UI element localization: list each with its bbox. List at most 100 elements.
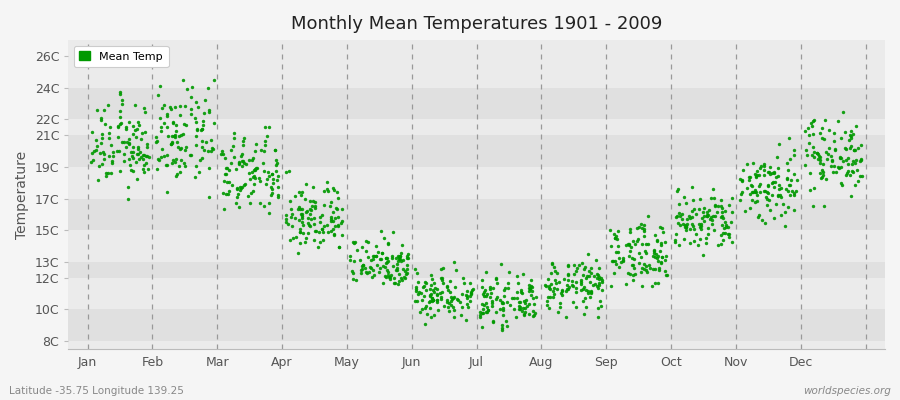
Point bbox=[201, 148, 215, 154]
Point bbox=[374, 256, 388, 262]
Point bbox=[716, 224, 731, 231]
Point bbox=[752, 189, 767, 195]
Point bbox=[685, 208, 699, 214]
Point bbox=[93, 150, 107, 156]
Point bbox=[848, 159, 862, 166]
Point bbox=[746, 189, 760, 196]
Point bbox=[698, 213, 712, 220]
Point bbox=[475, 324, 490, 330]
Point bbox=[578, 263, 592, 270]
Point bbox=[112, 148, 127, 155]
Point bbox=[590, 256, 604, 263]
Point bbox=[188, 174, 202, 180]
Point bbox=[312, 219, 327, 225]
Point bbox=[172, 133, 186, 139]
Point bbox=[632, 250, 646, 257]
Point bbox=[691, 242, 706, 248]
Point bbox=[413, 309, 428, 316]
Point bbox=[579, 304, 593, 310]
Point bbox=[247, 188, 261, 194]
Point bbox=[475, 300, 490, 307]
Point bbox=[89, 137, 104, 143]
Point bbox=[608, 270, 622, 276]
Point bbox=[86, 148, 101, 154]
Point bbox=[130, 176, 144, 182]
Point bbox=[495, 326, 509, 333]
Point bbox=[127, 127, 141, 133]
Point bbox=[742, 174, 757, 180]
Point bbox=[578, 295, 592, 301]
Point bbox=[429, 290, 444, 297]
Point bbox=[562, 284, 577, 290]
Point bbox=[789, 176, 804, 183]
Point bbox=[126, 168, 140, 174]
Point bbox=[658, 257, 672, 263]
Point bbox=[193, 157, 207, 164]
Point bbox=[450, 296, 464, 302]
Point bbox=[714, 203, 728, 210]
Point bbox=[435, 277, 449, 284]
Point bbox=[573, 279, 588, 286]
Point bbox=[247, 173, 261, 180]
Point bbox=[123, 162, 138, 168]
Point bbox=[653, 260, 668, 266]
Point bbox=[245, 157, 259, 163]
Point bbox=[543, 294, 557, 300]
Point bbox=[394, 274, 409, 281]
Point bbox=[425, 298, 439, 304]
Point bbox=[636, 233, 651, 240]
Point bbox=[464, 291, 478, 297]
Point bbox=[508, 295, 522, 301]
Point bbox=[485, 300, 500, 307]
Point bbox=[234, 153, 248, 159]
Point bbox=[700, 212, 715, 219]
Point bbox=[494, 325, 508, 332]
Point bbox=[489, 276, 503, 282]
Point bbox=[388, 280, 402, 287]
Point bbox=[680, 216, 695, 222]
Point bbox=[761, 196, 776, 203]
Point bbox=[454, 312, 468, 318]
Point bbox=[198, 97, 212, 104]
Point bbox=[540, 302, 554, 308]
Point bbox=[672, 201, 687, 207]
Point bbox=[410, 269, 424, 276]
Point bbox=[299, 181, 313, 187]
Point bbox=[399, 271, 413, 277]
Point bbox=[266, 186, 280, 192]
Point bbox=[262, 210, 276, 216]
Point bbox=[190, 126, 204, 132]
Point bbox=[159, 113, 174, 120]
Point bbox=[320, 188, 335, 195]
Point bbox=[436, 265, 451, 271]
Point bbox=[843, 135, 858, 141]
Point bbox=[845, 161, 859, 168]
Point bbox=[442, 308, 456, 314]
Point bbox=[167, 104, 182, 110]
Point bbox=[446, 306, 461, 313]
Point bbox=[113, 108, 128, 114]
Point bbox=[97, 151, 112, 157]
Point bbox=[637, 226, 652, 232]
Point bbox=[502, 269, 517, 275]
Point bbox=[188, 163, 202, 169]
Point bbox=[741, 161, 755, 168]
Point bbox=[347, 239, 362, 245]
Point bbox=[227, 135, 241, 142]
Bar bbox=[68, 278, 885, 310]
Point bbox=[355, 244, 369, 250]
Point bbox=[137, 105, 151, 111]
Point bbox=[299, 235, 313, 242]
Point bbox=[306, 237, 320, 243]
Point bbox=[630, 225, 644, 232]
Point bbox=[833, 180, 848, 186]
Point bbox=[435, 288, 449, 295]
Point bbox=[512, 306, 526, 312]
Point bbox=[849, 122, 863, 129]
Point bbox=[500, 285, 515, 291]
Point bbox=[131, 156, 146, 163]
Point bbox=[807, 149, 822, 155]
Point bbox=[316, 237, 330, 243]
Point bbox=[376, 280, 391, 286]
Point bbox=[393, 253, 408, 259]
